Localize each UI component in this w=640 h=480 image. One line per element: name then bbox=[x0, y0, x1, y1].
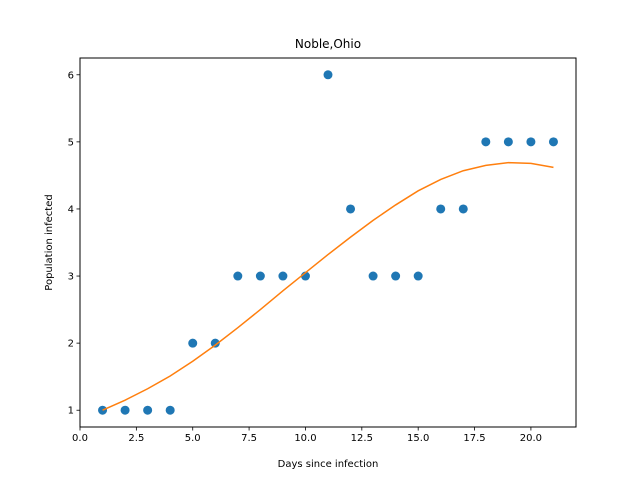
data-point bbox=[278, 271, 288, 281]
data-point bbox=[188, 338, 198, 348]
y-tick-label: 1 bbox=[68, 406, 74, 417]
y-tick-label: 4 bbox=[68, 204, 74, 215]
data-point bbox=[481, 137, 491, 147]
y-axis-label: Population infected bbox=[44, 194, 55, 290]
data-point bbox=[413, 271, 423, 281]
x-tick-label: 15.0 bbox=[407, 433, 429, 444]
y-tick-label: 5 bbox=[68, 137, 74, 148]
data-point bbox=[503, 137, 513, 147]
data-point bbox=[233, 271, 243, 281]
x-tick-label: 0.0 bbox=[72, 433, 88, 444]
fit-line bbox=[102, 161, 554, 411]
data-point bbox=[548, 137, 558, 147]
y-tick-label: 2 bbox=[68, 339, 74, 350]
data-point bbox=[346, 204, 356, 214]
data-point bbox=[458, 204, 468, 214]
data-point bbox=[526, 137, 536, 147]
y-tick-label: 6 bbox=[68, 70, 74, 81]
plot-area bbox=[98, 70, 558, 415]
axes-frame bbox=[79, 57, 577, 428]
chart-title: Noble,Ohio bbox=[295, 37, 361, 51]
data-point bbox=[120, 405, 130, 415]
x-axis: 0.0 2.5 5.0 7.5 10.0 12.5 15.0 17.5 20.0 bbox=[72, 427, 542, 444]
x-tick-label: 17.5 bbox=[463, 433, 485, 444]
data-point bbox=[165, 405, 175, 415]
data-point bbox=[436, 204, 446, 214]
x-tick-label: 5.0 bbox=[185, 433, 201, 444]
data-point bbox=[210, 338, 220, 348]
x-axis-label: Days since infection bbox=[278, 459, 379, 470]
x-tick-label: 10.0 bbox=[294, 433, 316, 444]
x-tick-label: 7.5 bbox=[241, 433, 257, 444]
x-tick-label: 20.0 bbox=[520, 433, 542, 444]
y-axis: 1 2 3 4 5 6 bbox=[68, 70, 80, 417]
x-tick-label: 12.5 bbox=[351, 433, 373, 444]
y-tick-label: 3 bbox=[68, 272, 74, 283]
data-point bbox=[368, 271, 378, 281]
data-point bbox=[255, 271, 265, 281]
x-tick-label: 2.5 bbox=[128, 433, 144, 444]
data-point bbox=[143, 405, 153, 415]
data-point bbox=[391, 271, 401, 281]
data-point bbox=[323, 70, 333, 80]
data-point bbox=[98, 405, 108, 415]
